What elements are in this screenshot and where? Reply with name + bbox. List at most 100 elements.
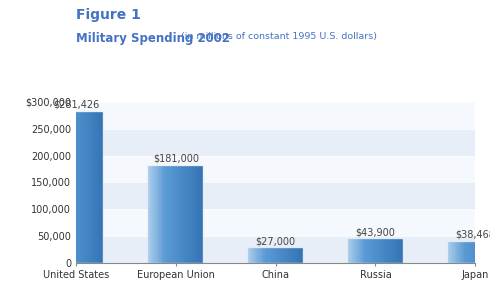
- Bar: [158, 166, 159, 263]
- Bar: [150, 166, 151, 263]
- Bar: [168, 166, 169, 263]
- Bar: [385, 239, 387, 263]
- Bar: [95, 112, 97, 263]
- Bar: [468, 242, 470, 263]
- Bar: [284, 248, 285, 263]
- Bar: [154, 166, 155, 263]
- Bar: [68, 112, 69, 263]
- Bar: [76, 236, 475, 263]
- Bar: [73, 112, 74, 263]
- Bar: [294, 248, 295, 263]
- Bar: [87, 112, 88, 263]
- Bar: [278, 248, 280, 263]
- Bar: [169, 166, 171, 263]
- Bar: [378, 239, 380, 263]
- Bar: [181, 166, 183, 263]
- Bar: [159, 166, 161, 263]
- Bar: [192, 166, 194, 263]
- Bar: [389, 239, 391, 263]
- Bar: [80, 112, 81, 263]
- Bar: [173, 166, 174, 263]
- Bar: [177, 166, 178, 263]
- Bar: [471, 242, 472, 263]
- Bar: [102, 112, 103, 263]
- Bar: [299, 248, 300, 263]
- Bar: [54, 112, 55, 263]
- Bar: [76, 156, 475, 182]
- Bar: [100, 112, 102, 263]
- Bar: [393, 239, 394, 263]
- Bar: [400, 239, 401, 263]
- Bar: [248, 248, 303, 263]
- Bar: [162, 166, 164, 263]
- Bar: [455, 242, 456, 263]
- Bar: [200, 166, 202, 263]
- Bar: [188, 166, 190, 263]
- Bar: [359, 239, 360, 263]
- Bar: [183, 166, 184, 263]
- Bar: [165, 166, 166, 263]
- Bar: [254, 248, 255, 263]
- Bar: [194, 166, 195, 263]
- Bar: [348, 239, 403, 263]
- Bar: [72, 112, 73, 263]
- Text: $281,426: $281,426: [53, 100, 99, 110]
- Bar: [69, 112, 71, 263]
- Bar: [486, 242, 488, 263]
- Bar: [49, 112, 103, 263]
- Bar: [277, 248, 278, 263]
- Bar: [176, 166, 177, 263]
- Bar: [292, 248, 294, 263]
- Bar: [377, 239, 378, 263]
- Bar: [76, 112, 77, 263]
- Bar: [268, 248, 269, 263]
- Bar: [64, 112, 65, 263]
- Bar: [152, 166, 154, 263]
- Bar: [77, 112, 79, 263]
- Bar: [256, 248, 258, 263]
- Bar: [155, 166, 157, 263]
- Bar: [65, 112, 66, 263]
- Bar: [355, 239, 356, 263]
- Bar: [482, 242, 484, 263]
- Bar: [370, 239, 371, 263]
- Text: $27,000: $27,000: [256, 236, 295, 246]
- Bar: [458, 242, 459, 263]
- Bar: [79, 112, 80, 263]
- Bar: [91, 112, 93, 263]
- Bar: [263, 248, 265, 263]
- Bar: [484, 242, 485, 263]
- Bar: [259, 248, 261, 263]
- Bar: [460, 242, 462, 263]
- Bar: [381, 239, 382, 263]
- Bar: [477, 242, 478, 263]
- Bar: [270, 248, 271, 263]
- Bar: [288, 248, 290, 263]
- Bar: [88, 112, 90, 263]
- Bar: [261, 248, 262, 263]
- Bar: [187, 166, 188, 263]
- Bar: [274, 248, 275, 263]
- Bar: [190, 166, 191, 263]
- Bar: [351, 239, 352, 263]
- Bar: [362, 239, 363, 263]
- Bar: [248, 248, 249, 263]
- Bar: [185, 166, 187, 263]
- Bar: [76, 129, 475, 156]
- Bar: [387, 239, 388, 263]
- Bar: [474, 242, 475, 263]
- Bar: [93, 112, 94, 263]
- Bar: [184, 166, 185, 263]
- Bar: [453, 242, 455, 263]
- Bar: [76, 209, 475, 236]
- Bar: [255, 248, 256, 263]
- Bar: [295, 248, 296, 263]
- Bar: [283, 248, 284, 263]
- Bar: [349, 239, 351, 263]
- Bar: [451, 242, 452, 263]
- Bar: [449, 242, 451, 263]
- Bar: [195, 166, 196, 263]
- Bar: [266, 248, 268, 263]
- Bar: [86, 112, 87, 263]
- Bar: [368, 239, 370, 263]
